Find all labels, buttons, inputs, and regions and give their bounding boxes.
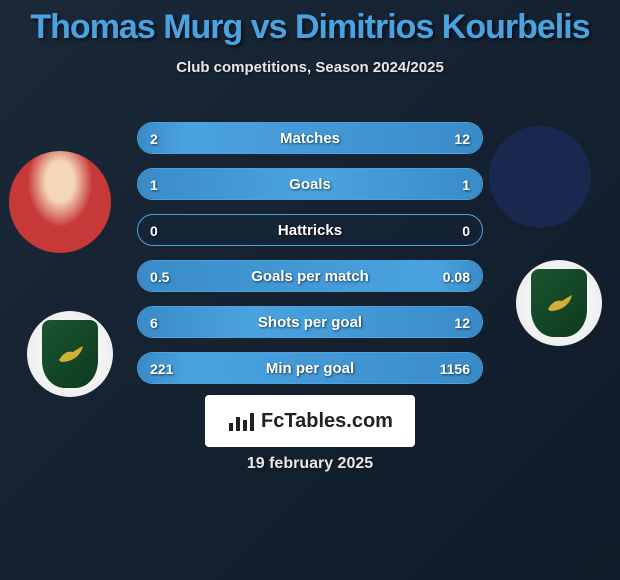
bird-icon	[544, 291, 574, 315]
stat-value-right: 1	[462, 169, 470, 200]
stat-label: Min per goal	[138, 353, 482, 384]
player-left-avatar	[9, 151, 111, 253]
date-label: 19 february 2025	[0, 455, 620, 473]
stat-row: 0.5Goals per match0.08	[137, 260, 483, 292]
stat-label: Goals per match	[138, 261, 482, 292]
subtitle: Club competitions, Season 2024/2025	[0, 59, 620, 76]
footer-brand: FcTables.com	[261, 410, 393, 433]
stat-value-right: 12	[454, 307, 470, 338]
stat-row: 1Goals1	[137, 168, 483, 200]
stat-label: Matches	[138, 123, 482, 154]
shield-icon	[42, 320, 98, 388]
stat-row: 6Shots per goal12	[137, 306, 483, 338]
club-right-badge	[516, 260, 602, 346]
stat-value-right: 12	[454, 123, 470, 154]
chart-icon	[227, 409, 255, 433]
stat-label: Hattricks	[138, 215, 482, 246]
stat-value-right: 0.08	[443, 261, 470, 292]
stat-row: 2Matches12	[137, 122, 483, 154]
player-right-avatar	[489, 126, 591, 228]
page-title: Thomas Murg vs Dimitrios Kourbelis	[0, 0, 620, 47]
stat-row: 221Min per goal1156	[137, 352, 483, 384]
stat-label: Shots per goal	[138, 307, 482, 338]
footer-logo: FcTables.com	[205, 395, 415, 447]
shield-icon	[531, 269, 587, 337]
stat-row: 0Hattricks0	[137, 214, 483, 246]
club-left-badge	[27, 311, 113, 397]
stats-container: 2Matches12 1Goals1 0Hattricks0 0.5Goals per…	[137, 122, 483, 398]
stat-label: Goals	[138, 169, 482, 200]
bird-icon	[55, 342, 85, 366]
stat-value-right: 1156	[440, 353, 470, 384]
stat-value-right: 0	[462, 215, 470, 246]
